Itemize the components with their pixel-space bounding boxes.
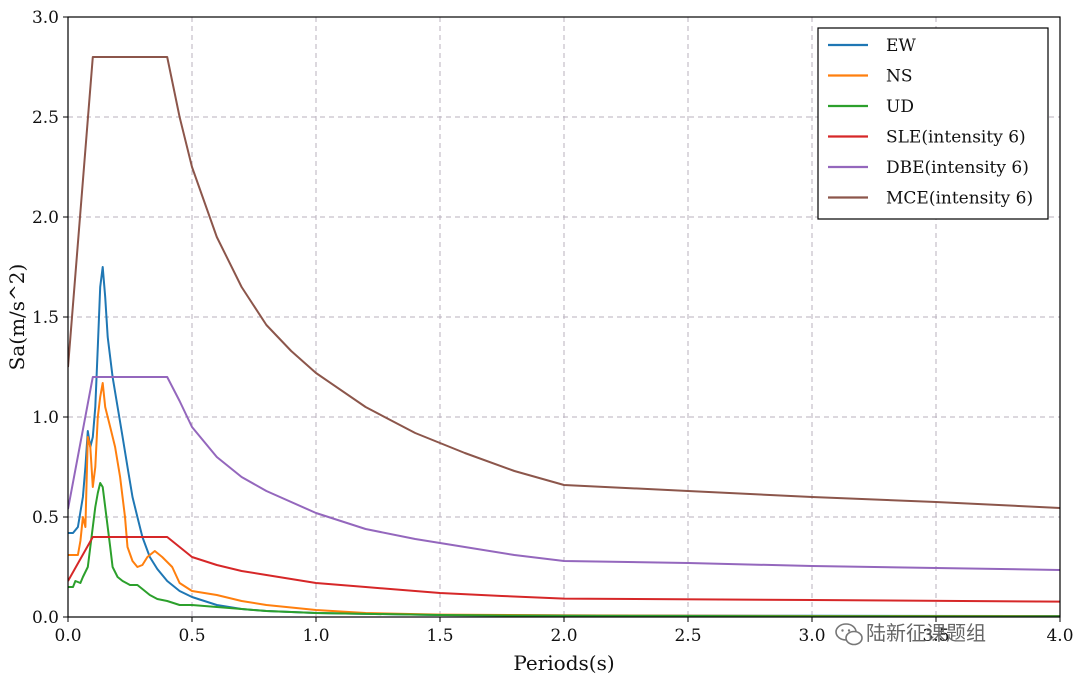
watermark-text: 陆新征课题组 [866, 621, 986, 645]
y-tick-label: 2.5 [32, 108, 59, 128]
legend: EW NS UD SLE(intensity 6) DBE(intensity 6) MC… [817, 27, 1049, 220]
x-tick-label: 3.0 [798, 626, 825, 646]
series-lines [68, 56, 1060, 617]
x-tick-label: 2.5 [674, 626, 701, 646]
y-tick-label: 1.0 [32, 408, 59, 428]
y-tick-label: 0.0 [32, 608, 59, 628]
legend-label: NS [886, 67, 913, 87]
y-tick-label: 1.5 [32, 308, 59, 328]
x-tick-label: 0.0 [54, 626, 81, 646]
legend-label: UD [886, 97, 914, 117]
legend-label: MCE(intensity 6) [886, 189, 1033, 209]
y-tick-label: 0.5 [32, 508, 59, 528]
x-tick-label: 4.0 [1046, 626, 1073, 646]
series-line-dbe [68, 376, 1060, 571]
x-axis-title: Periods(s) [513, 651, 614, 675]
y-axis-title: Sa(m/s^2) [5, 264, 29, 371]
series-line-sle [68, 536, 1060, 603]
x-tick-label: 1.5 [426, 626, 453, 646]
grid [68, 17, 1060, 617]
axis-ticks: 0.0 0.5 1.0 1.5 2.0 2.5 3.0 3.5 4.0 0.0 0.5 1.0 1.5 2… [32, 8, 1074, 646]
legend-label: DBE(intensity 6) [886, 158, 1029, 178]
series-line-mce [68, 56, 1060, 509]
legend-label: SLE(intensity 6) [886, 128, 1026, 148]
watermark: 陆新征课题组 [835, 621, 986, 646]
legend-label: EW [886, 36, 916, 56]
x-tick-label: 2.0 [550, 626, 577, 646]
x-tick-label: 0.5 [178, 626, 205, 646]
y-tick-label: 2.0 [32, 208, 59, 228]
y-tick-label: 3.0 [32, 8, 59, 28]
series-line-ns [68, 382, 1060, 617]
x-tick-label: 1.0 [302, 626, 329, 646]
wechat-icon [835, 623, 863, 646]
legend-frame [817, 27, 1049, 220]
x-tick-label: 3.5 [922, 626, 949, 646]
series-line-ud [68, 482, 1060, 617]
